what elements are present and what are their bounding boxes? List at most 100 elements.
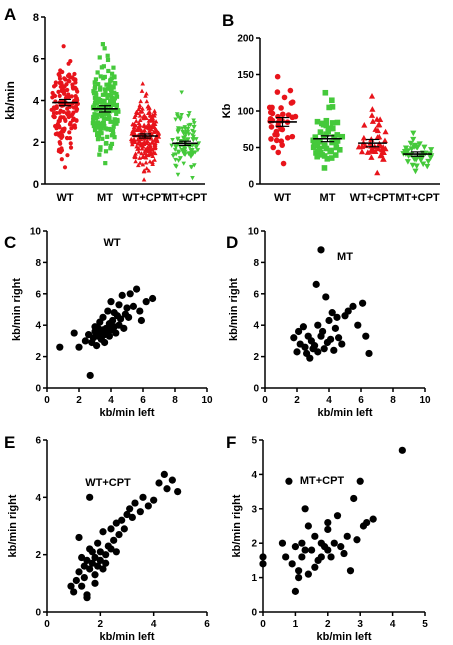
data-point bbox=[368, 154, 375, 160]
data-point bbox=[339, 133, 346, 140]
data-point bbox=[324, 546, 332, 554]
data-point bbox=[133, 285, 141, 293]
data-point bbox=[100, 136, 105, 141]
data-point bbox=[150, 496, 158, 504]
data-point bbox=[98, 147, 103, 152]
x-category-label: WT+CPT bbox=[350, 192, 396, 204]
y-tick-label: 2 bbox=[33, 137, 39, 149]
data-point bbox=[146, 126, 152, 131]
data-point bbox=[108, 93, 113, 98]
data-point bbox=[192, 124, 197, 130]
data-point bbox=[75, 568, 83, 576]
x-tick-label: 10 bbox=[201, 395, 213, 406]
data-point bbox=[97, 152, 102, 157]
data-point bbox=[343, 532, 351, 540]
data-point bbox=[153, 128, 159, 133]
data-point bbox=[86, 565, 94, 573]
series-wt-plus-cpt bbox=[355, 93, 389, 176]
y-tick-label: 4 bbox=[251, 470, 257, 481]
data-point bbox=[369, 106, 376, 112]
data-point bbox=[128, 513, 136, 522]
data-point bbox=[428, 147, 435, 153]
data-point bbox=[288, 100, 295, 106]
x-tick-label: 8 bbox=[390, 395, 396, 406]
data-point bbox=[274, 73, 281, 80]
data-point bbox=[355, 143, 362, 150]
data-point bbox=[311, 532, 319, 540]
data-point bbox=[310, 137, 317, 144]
data-point bbox=[112, 74, 117, 79]
series-wt bbox=[49, 44, 80, 170]
data-point bbox=[107, 115, 112, 121]
data-point bbox=[94, 97, 99, 102]
data-point bbox=[111, 124, 116, 129]
data-point bbox=[312, 280, 320, 288]
data-point bbox=[143, 154, 149, 160]
data-point bbox=[376, 133, 383, 140]
data-point bbox=[192, 163, 197, 168]
data-point bbox=[293, 348, 301, 356]
panel-letter: B bbox=[222, 11, 234, 30]
data-point bbox=[173, 157, 178, 163]
y-axis-label: kb/min right bbox=[228, 278, 240, 341]
data-point bbox=[69, 94, 74, 99]
data-point bbox=[136, 149, 142, 154]
data-point bbox=[109, 84, 114, 89]
data-point bbox=[63, 77, 68, 82]
data-point bbox=[136, 508, 144, 516]
x-tick-label: 6 bbox=[204, 619, 210, 630]
y-tick-label: 8 bbox=[35, 258, 41, 269]
data-point bbox=[56, 147, 62, 152]
data-point bbox=[93, 77, 99, 82]
data-point bbox=[92, 86, 97, 91]
data-point bbox=[338, 340, 346, 348]
data-point bbox=[323, 131, 329, 137]
y-tick-label: 200 bbox=[237, 34, 254, 45]
data-point bbox=[139, 151, 144, 156]
data-point bbox=[329, 104, 336, 110]
data-point bbox=[80, 562, 88, 570]
data-point bbox=[109, 141, 115, 147]
data-point bbox=[330, 346, 338, 354]
data-point bbox=[99, 131, 104, 136]
data-point bbox=[105, 134, 110, 139]
data-point bbox=[333, 144, 340, 151]
data-point bbox=[100, 42, 105, 47]
data-point bbox=[412, 168, 419, 175]
data-point bbox=[324, 156, 331, 162]
data-point bbox=[112, 117, 117, 122]
data-point bbox=[368, 147, 375, 153]
data-point bbox=[346, 567, 355, 575]
data-point bbox=[118, 516, 126, 524]
data-point bbox=[68, 141, 73, 146]
y-tick-label: 2 bbox=[251, 539, 257, 550]
data-point bbox=[327, 148, 333, 155]
y-tick-label: 50 bbox=[243, 143, 255, 154]
data-point bbox=[137, 160, 143, 165]
data-point bbox=[413, 163, 420, 170]
data-point bbox=[99, 114, 105, 119]
data-point bbox=[71, 76, 76, 81]
data-point bbox=[120, 324, 128, 332]
x-tick-label: 4 bbox=[326, 395, 332, 406]
data-point bbox=[101, 100, 107, 105]
x-tick-label: 2 bbox=[325, 619, 331, 630]
data-point bbox=[152, 142, 158, 147]
data-point bbox=[361, 122, 368, 128]
data-point bbox=[324, 518, 332, 527]
data-point bbox=[382, 128, 389, 135]
data-point bbox=[186, 114, 191, 119]
data-point bbox=[155, 131, 161, 136]
data-point bbox=[325, 125, 332, 132]
data-point bbox=[140, 144, 146, 149]
data-point bbox=[180, 126, 185, 131]
data-point bbox=[350, 494, 358, 503]
panel-b-dot-plot: B 0 50 100 150 200 Kb WT MT WT+CPT MT+CPT bbox=[221, 11, 440, 204]
data-point bbox=[102, 559, 110, 567]
data-point bbox=[91, 91, 97, 96]
data-point bbox=[51, 84, 57, 89]
data-point bbox=[134, 109, 139, 114]
x-category-label: MT+CPT bbox=[395, 192, 440, 204]
data-point bbox=[114, 102, 119, 108]
y-tick-label: 6 bbox=[35, 436, 41, 447]
